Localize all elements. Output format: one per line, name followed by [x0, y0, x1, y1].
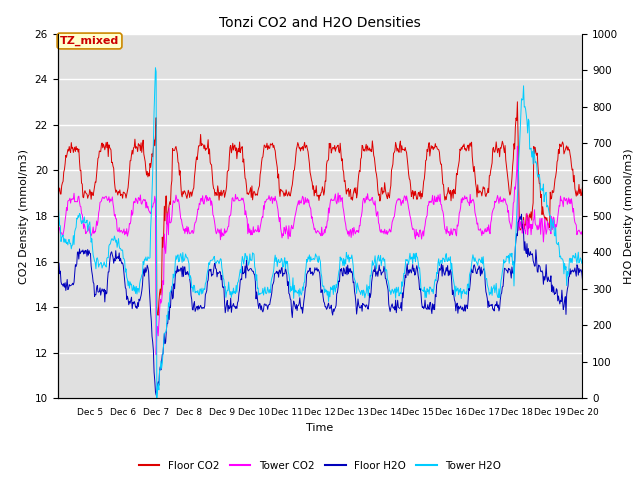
X-axis label: Time: Time — [307, 423, 333, 432]
Text: TZ_mixed: TZ_mixed — [60, 36, 119, 46]
Y-axis label: H2O Density (mmol/m3): H2O Density (mmol/m3) — [624, 148, 634, 284]
Title: Tonzi CO2 and H2O Densities: Tonzi CO2 and H2O Densities — [219, 16, 421, 30]
Legend: Floor CO2, Tower CO2, Floor H2O, Tower H2O: Floor CO2, Tower CO2, Floor H2O, Tower H… — [134, 456, 506, 475]
Y-axis label: CO2 Density (mmol/m3): CO2 Density (mmol/m3) — [19, 148, 29, 284]
